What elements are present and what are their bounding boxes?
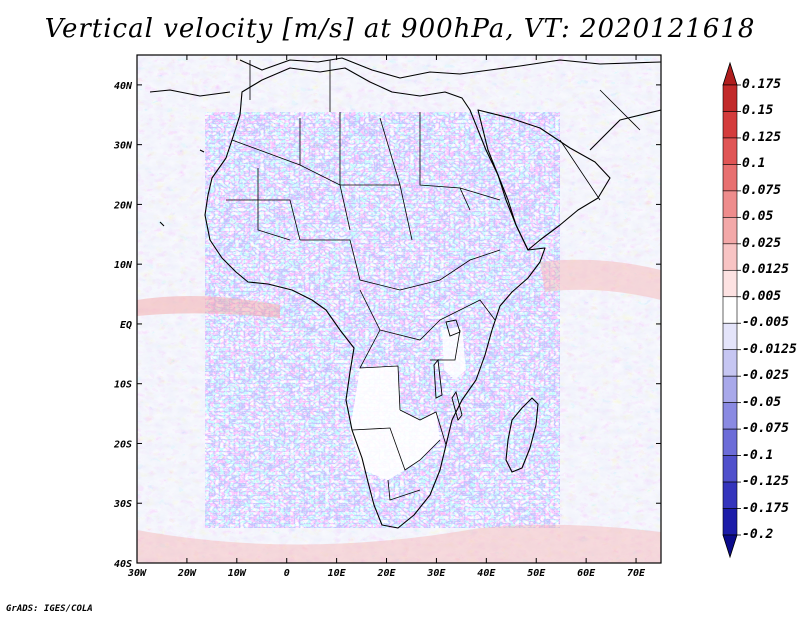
blank-region [350, 366, 440, 480]
lon-label: 50E [527, 568, 546, 579]
streak-band-atlantic [137, 296, 280, 318]
colorbar-label: -0.0125 [742, 341, 797, 357]
lon-label: 30E [426, 568, 446, 579]
plot-frame [136, 54, 662, 564]
colorbar-segment [722, 322, 738, 351]
colorbar-segment [722, 296, 738, 324]
colorbar-label: 0.025 [742, 235, 782, 251]
colorbar-label: -0.005 [742, 315, 789, 331]
tick-marks [136, 55, 661, 564]
arrow-down-triangle-icon [722, 534, 738, 559]
map-plot-area [137, 55, 661, 563]
lat-label: 20S [113, 439, 132, 450]
colorbar-label: -0.125 [742, 474, 789, 490]
streak-band-south [137, 524, 661, 563]
colorbar-label: -0.2 [742, 527, 774, 542]
colorbar-label: 0.0125 [742, 262, 789, 278]
lon-label: 20W [177, 568, 197, 579]
colorbar-label: -0.05 [742, 394, 782, 410]
colorbar-label: 0.125 [742, 129, 782, 145]
colorbar-label: -0.175 [742, 500, 789, 516]
blank-region-2 [442, 326, 466, 380]
lat-label: 40S [114, 559, 132, 570]
colorbar-segment [722, 269, 738, 298]
arrow-up-triangle-icon [722, 61, 738, 86]
lat-label: 30S [113, 499, 132, 510]
lat-label: 10S [114, 380, 132, 391]
longitude-labels: 30W 20W 10W 0 10E 20E 30E 40E 50E 60E 70E [127, 568, 646, 579]
lon-label: 40E [477, 568, 496, 579]
colorbar [722, 61, 741, 559]
colorbar-segment [722, 190, 738, 218]
colorbar-label: -0.1 [742, 447, 774, 463]
country-borders [226, 60, 641, 501]
lon-label: 10E [328, 568, 347, 579]
colorbar-segment [722, 164, 738, 192]
lon-label: 30W [127, 568, 147, 579]
colorbar-label: 0.1 [742, 156, 766, 172]
colorbar-label: -0.025 [742, 368, 789, 384]
colorbar-segment [722, 349, 738, 377]
lon-label: 70E [627, 568, 646, 579]
colorbar-segment [722, 455, 738, 483]
colorbar-label: -0.075 [742, 421, 789, 437]
lat-label: 30N [113, 141, 133, 152]
colorbar-segment [722, 402, 738, 430]
colorbar-segment [722, 111, 738, 139]
latitude-labels: 40N 30N 20N 10N EQ 10S 20S 30S 40S [113, 81, 133, 570]
colorbar-segment [722, 217, 738, 245]
colorbar-segment [722, 243, 738, 271]
colorbar-segment [722, 137, 738, 165]
colorbar-label: 0.15 [742, 103, 774, 119]
colorbar-segment [722, 508, 738, 536]
lon-label: 60E [577, 568, 596, 579]
colorbar-label: 0.005 [742, 288, 782, 304]
lakes [433, 319, 463, 421]
colorbar-segment [722, 428, 738, 456]
lat-label: 20N [113, 200, 133, 211]
streak-band-indian [540, 259, 661, 300]
colorbar-label: 0.175 [742, 77, 782, 92]
colorbar-segment [722, 375, 738, 403]
colorbar-label: 0.075 [742, 182, 782, 198]
map-title: Vertical velocity [m/s] at 900hPa, VT: 2… [44, 14, 756, 44]
lat-label: EQ [120, 320, 132, 331]
lat-label: 10N [114, 260, 133, 271]
lon-label: 20E [376, 568, 396, 579]
lon-label: 10W [228, 568, 247, 579]
colorbar-label: 0.05 [742, 209, 774, 225]
lat-label: 40N [114, 81, 133, 92]
lon-label: 0 [284, 568, 290, 579]
coastlines [149, 57, 661, 529]
colorbar-segment [722, 481, 738, 509]
colorbar-segment [722, 84, 738, 112]
footer-credit: GrADS: IGES/COLA [6, 604, 93, 614]
